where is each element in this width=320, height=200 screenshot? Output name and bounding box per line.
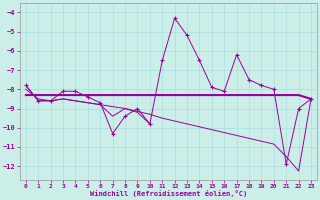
X-axis label: Windchill (Refroidissement éolien,°C): Windchill (Refroidissement éolien,°C) bbox=[90, 190, 247, 197]
